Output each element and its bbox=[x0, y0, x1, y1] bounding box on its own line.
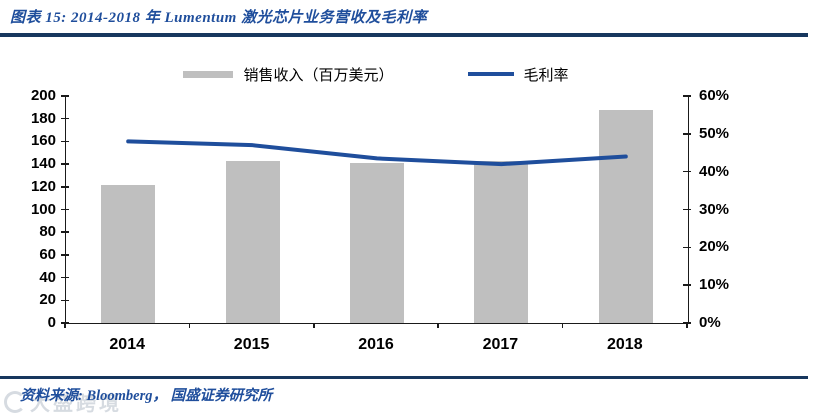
x-axis-category-label: 2014 bbox=[109, 336, 145, 353]
right-axis-tick-label: 50% bbox=[699, 124, 730, 142]
left-axis-tick-label: 40 bbox=[39, 268, 56, 286]
x-axis-boundary-tick bbox=[686, 323, 688, 328]
left-axis-tick bbox=[61, 208, 69, 211]
x-axis-boundary-tick bbox=[437, 323, 439, 328]
right-axis-tick-label: 0% bbox=[699, 314, 721, 331]
bar-series-swatch bbox=[183, 70, 234, 78]
source-attribution: 资料来源: Bloomberg， 国盛证券研究所 bbox=[20, 388, 273, 404]
left-axis-tick-label: 120 bbox=[30, 177, 56, 195]
legend-label-revenue: 销售收入（百万美元） bbox=[243, 67, 394, 84]
right-axis-tick-label: 30% bbox=[699, 200, 730, 218]
legend-label-margin: 毛利率 bbox=[523, 67, 569, 84]
left-axis-tick-label: 80 bbox=[39, 223, 56, 241]
plot-area bbox=[65, 96, 689, 324]
figure-title: 图表 15: 2014-2018 年 Lumentum 激光芯片业务营收及毛利率 bbox=[10, 10, 428, 26]
left-axis-tick-label: 60 bbox=[39, 245, 56, 263]
legend-item-margin: 毛利率 bbox=[467, 64, 569, 85]
right-axis-tick bbox=[683, 246, 691, 249]
left-axis-tick-label: 0 bbox=[47, 314, 56, 331]
chart-legend: 销售收入（百万美元） 毛利率 bbox=[65, 62, 687, 86]
left-axis-tick bbox=[61, 95, 69, 97]
revenue-bar bbox=[474, 160, 529, 323]
right-axis-tick bbox=[683, 95, 691, 97]
revenue-bar bbox=[101, 184, 156, 323]
watermark-text: 大盛跨境 bbox=[30, 393, 122, 415]
x-axis-category-label: 2017 bbox=[482, 336, 519, 353]
right-axis-tick-label: 20% bbox=[699, 238, 730, 256]
right-axis-tick-label: 40% bbox=[699, 162, 730, 180]
left-axis-tick-label: 100 bbox=[30, 200, 56, 218]
footer-divider-rule bbox=[0, 376, 808, 379]
left-axis-tick bbox=[61, 163, 69, 165]
left-axis-tick bbox=[61, 231, 69, 233]
x-axis-boundary-tick bbox=[188, 323, 191, 328]
revenue-bar bbox=[598, 109, 653, 323]
line-series-swatch bbox=[467, 72, 514, 76]
x-axis-boundary-tick bbox=[561, 323, 564, 328]
revenue-bar bbox=[225, 160, 280, 323]
left-axis-tick bbox=[61, 117, 69, 120]
right-axis-tick bbox=[683, 208, 691, 211]
legend-item-revenue: 销售收入（百万美元） bbox=[183, 64, 394, 85]
gross-margin-line bbox=[126, 139, 628, 167]
x-axis-category-label: 2015 bbox=[233, 336, 270, 353]
left-axis-tick bbox=[61, 254, 69, 256]
x-axis-boundary-tick bbox=[64, 323, 66, 328]
left-axis-tick-label: 20 bbox=[39, 291, 56, 309]
title-divider-rule bbox=[0, 33, 808, 37]
left-axis-tick bbox=[61, 140, 69, 143]
watermark: 大盛跨境 bbox=[4, 387, 122, 416]
left-axis-tick bbox=[61, 186, 69, 188]
left-axis-tick-label: 160 bbox=[30, 132, 56, 150]
left-axis-tick-label: 140 bbox=[30, 155, 56, 173]
left-axis-tick bbox=[61, 299, 69, 302]
revenue-bar bbox=[350, 162, 404, 323]
x-axis-boundary-tick bbox=[313, 323, 315, 328]
left-axis-tick-label: 200 bbox=[30, 87, 56, 104]
left-axis-tick bbox=[61, 276, 69, 279]
right-axis-tick bbox=[683, 170, 691, 173]
x-axis-category-label: 2018 bbox=[607, 336, 643, 353]
right-axis-tick bbox=[683, 133, 691, 135]
right-axis-tick bbox=[683, 284, 691, 286]
x-axis-category-label: 2016 bbox=[358, 336, 394, 353]
left-axis-tick-label: 180 bbox=[30, 109, 56, 127]
right-axis-tick-label: 10% bbox=[699, 276, 730, 294]
right-axis-tick-label: 60% bbox=[699, 87, 730, 104]
watermark-logo-icon bbox=[4, 390, 26, 413]
